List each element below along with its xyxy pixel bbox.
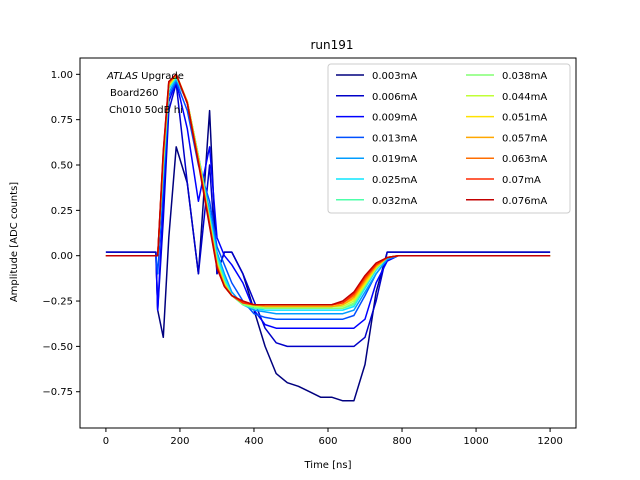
annotation-atlas-italic: ATLAS <box>106 71 139 82</box>
x-tick-label: 400 <box>244 436 263 447</box>
annotation-line-3: Ch010 50dB hi <box>109 105 183 116</box>
y-tick-label: −0.50 <box>42 342 73 353</box>
y-tick-label: −0.25 <box>42 297 73 308</box>
annotation-upgrade: Upgrade <box>138 71 184 82</box>
legend-label: 0.07mA <box>502 175 541 186</box>
y-tick-label: 1.00 <box>51 70 73 81</box>
y-tick-label: 0.75 <box>51 115 73 126</box>
x-tick-label: 1200 <box>537 436 562 447</box>
x-tick-label: 800 <box>392 436 411 447</box>
legend-label: 0.025mA <box>372 175 417 186</box>
legend-label: 0.057mA <box>502 133 547 144</box>
y-tick-label: 0.50 <box>51 161 73 172</box>
x-tick-label: 200 <box>170 436 189 447</box>
y-axis-label: Amplitude [ADC counts] <box>9 182 20 302</box>
legend: 0.003mA 0.006mA 0.009mA 0.013mA 0.019mA 0.025… <box>327 63 571 214</box>
atlas-annotation: ATLAS Upgrade Board260 Ch010 50dB hi <box>106 71 184 116</box>
legend-label: 0.038mA <box>502 71 547 82</box>
y-axis-ticks: −0.75 −0.50 −0.25 0.00 0.25 0.50 0.75 1.00 <box>42 70 80 398</box>
series-line-0.076mA <box>105 73 551 306</box>
legend-label: 0.013mA <box>372 133 417 144</box>
annotation-line-1: ATLAS Upgrade <box>106 71 184 82</box>
x-tick-label: 0 <box>103 436 109 447</box>
legend-label: 0.032mA <box>372 196 417 207</box>
legend-label: 0.051mA <box>502 113 547 124</box>
y-tick-label: −0.75 <box>42 387 73 398</box>
chart-title: run191 <box>310 38 353 52</box>
x-axis-ticks: 0 200 400 600 800 1000 1200 <box>103 428 563 447</box>
legend-label: 0.003mA <box>372 71 417 82</box>
plot-area <box>105 73 551 402</box>
x-axis-label: Time [ns] <box>303 460 351 471</box>
legend-label: 0.009mA <box>372 113 417 124</box>
legend-label: 0.019mA <box>372 154 417 165</box>
legend-label: 0.063mA <box>502 154 547 165</box>
x-tick-label: 600 <box>318 436 337 447</box>
y-tick-label: 0.25 <box>51 206 73 217</box>
annotation-line-2: Board260 <box>110 88 158 99</box>
x-tick-label: 1000 <box>463 436 488 447</box>
legend-label: 0.044mA <box>502 92 547 103</box>
y-tick-label: 0.00 <box>51 251 73 262</box>
legend-label: 0.076mA <box>502 196 547 207</box>
legend-label: 0.006mA <box>372 92 417 103</box>
legend-box <box>327 63 571 214</box>
axes-frame <box>79 57 577 429</box>
